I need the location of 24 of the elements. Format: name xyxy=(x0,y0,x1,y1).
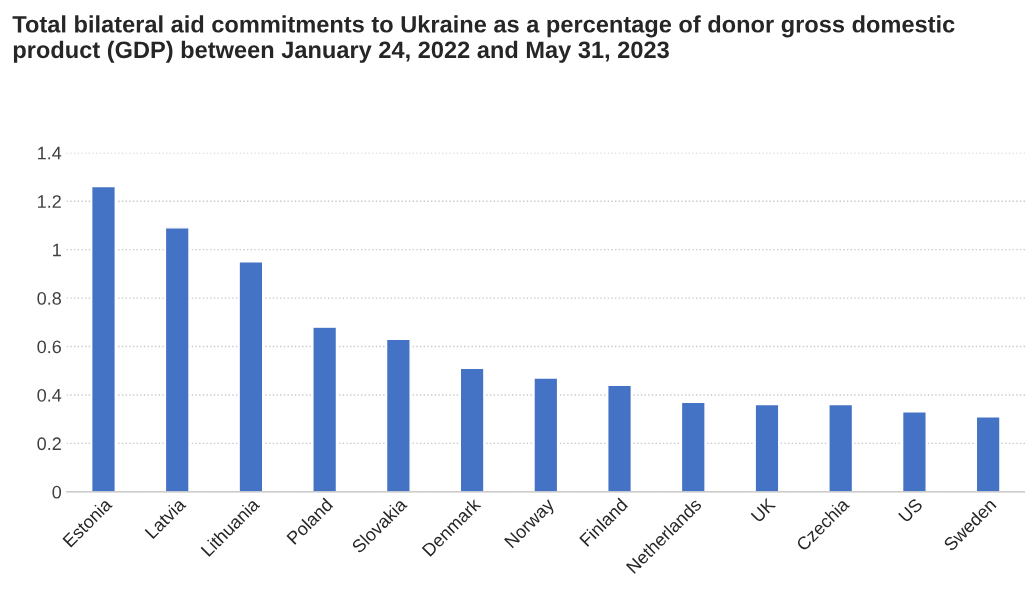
bar xyxy=(533,377,559,492)
y-tick-label: 1 xyxy=(53,243,61,257)
bar xyxy=(607,384,633,492)
bar xyxy=(312,326,338,492)
bar xyxy=(459,367,485,492)
bar xyxy=(754,403,780,492)
y-tick-label: 0.2 xyxy=(37,437,61,451)
bar xyxy=(385,338,411,492)
bar xyxy=(975,416,1001,492)
y-tick-label: 1.4 xyxy=(38,146,62,160)
bar xyxy=(90,185,116,492)
x-tick-label: UK xyxy=(750,497,777,523)
bar xyxy=(901,411,927,492)
x-tick-label: US xyxy=(898,497,924,523)
y-tick-label: 0.4 xyxy=(37,388,62,402)
y-tick-label: 0 xyxy=(52,485,62,499)
bar xyxy=(680,401,706,492)
bar xyxy=(164,227,190,492)
y-tick-label: 0.6 xyxy=(37,340,61,354)
bar xyxy=(828,403,854,492)
bar xyxy=(238,261,264,492)
y-tick-label: 1.2 xyxy=(38,195,61,208)
chart-title: Total bilateral aid commitments to Ukraine as a percentage of donor gross domestic product (GDP) between January 24, 2022 and May 31, 2023 xyxy=(12,15,955,63)
y-tick-label: 0.8 xyxy=(37,292,61,305)
